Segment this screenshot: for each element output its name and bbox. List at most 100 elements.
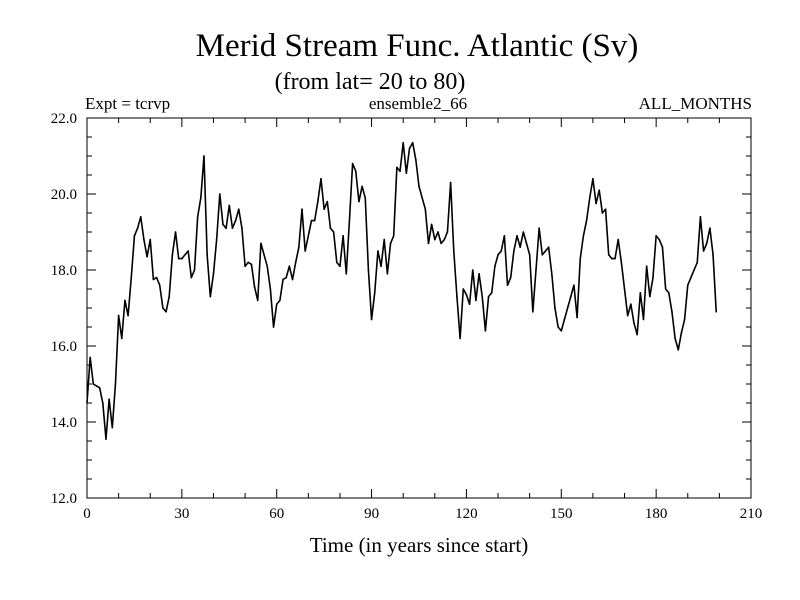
data-point [443, 238, 446, 241]
data-point [462, 288, 465, 290]
data-point [269, 288, 272, 290]
data-point [699, 216, 702, 218]
data-point [623, 288, 626, 290]
data-point [566, 307, 569, 309]
chart-title: Merid Stream Func. Atlantic (Sv) [196, 28, 639, 64]
data-point [500, 250, 503, 252]
data-point [389, 242, 392, 245]
data-point [335, 261, 338, 264]
data-point [342, 235, 344, 237]
data-point [525, 242, 528, 245]
data-point [588, 197, 591, 199]
data-point [304, 250, 306, 252]
data-point [411, 141, 414, 144]
x-tick-label: 150 [550, 506, 573, 522]
data-point [636, 333, 638, 336]
data-point [595, 202, 597, 205]
data-point [383, 238, 386, 241]
data-point [446, 231, 449, 233]
data-point [522, 231, 525, 233]
data-point [367, 269, 370, 271]
data-point [149, 238, 152, 241]
data-point [513, 250, 515, 252]
data-point [481, 295, 484, 298]
x-axis-tick-labels: 0 30 60 90 120 150 180 210 [83, 506, 762, 522]
data-point [516, 235, 518, 237]
data-point [396, 166, 398, 169]
data-point [206, 254, 208, 256]
data-point [541, 254, 544, 256]
data-point [114, 383, 117, 385]
data-point [642, 318, 645, 321]
data-point [354, 170, 357, 172]
data-point [174, 231, 177, 233]
data-point [313, 219, 316, 222]
x-tick-label: 210 [740, 506, 763, 522]
y-tick-label: 16.0 [51, 339, 77, 355]
data-point [592, 178, 594, 180]
data-point [98, 387, 101, 389]
data-point [329, 227, 332, 229]
y-tick-label: 20.0 [51, 187, 77, 203]
data-point [551, 273, 553, 275]
data-point [253, 286, 256, 288]
data-point [247, 261, 250, 264]
data-point [705, 242, 708, 245]
data-point [130, 276, 133, 279]
data-point [392, 235, 395, 237]
data-point [506, 284, 509, 287]
data-point [256, 299, 259, 302]
data-point [427, 242, 430, 245]
data-point [225, 227, 227, 229]
data-point [310, 219, 313, 222]
data-point [320, 178, 322, 180]
data-point [582, 235, 585, 237]
data-point [162, 307, 164, 309]
data-points [86, 141, 718, 440]
data-point [234, 219, 237, 222]
data-point [535, 269, 537, 271]
data-point [105, 438, 107, 440]
data-point [231, 227, 234, 229]
y-tick-label: 14.0 [51, 415, 77, 431]
data-point [165, 311, 167, 313]
data-point [405, 172, 408, 174]
data-point [358, 200, 360, 203]
data-point [187, 250, 189, 252]
data-point [715, 311, 718, 313]
x-tick-label: 60 [269, 506, 284, 522]
data-point [275, 303, 278, 306]
y-tick-label: 22.0 [51, 111, 77, 127]
axis-ticks [86, 117, 752, 499]
data-point [649, 295, 651, 298]
data-point [468, 303, 471, 306]
data-point [658, 238, 661, 241]
data-point [203, 155, 205, 157]
data-point [712, 254, 714, 256]
data-point [633, 322, 635, 325]
data-point [317, 200, 319, 203]
data-point [291, 278, 294, 281]
data-point [288, 265, 291, 268]
data-point [146, 255, 148, 258]
data-point [487, 295, 490, 298]
data-point [671, 311, 673, 313]
data-point [509, 276, 512, 279]
plot-frame [86, 117, 752, 499]
data-point [494, 265, 496, 268]
data-point [424, 208, 427, 210]
data-point [626, 314, 629, 317]
data-point [361, 185, 363, 188]
data-point [449, 181, 452, 184]
data-point [554, 307, 556, 309]
data-point [351, 162, 354, 165]
data-point [683, 318, 686, 321]
data-point [212, 273, 215, 275]
data-point [373, 292, 376, 294]
data-point [181, 257, 183, 260]
data-point [569, 295, 572, 298]
data-point [661, 246, 664, 248]
data-point [177, 257, 180, 260]
